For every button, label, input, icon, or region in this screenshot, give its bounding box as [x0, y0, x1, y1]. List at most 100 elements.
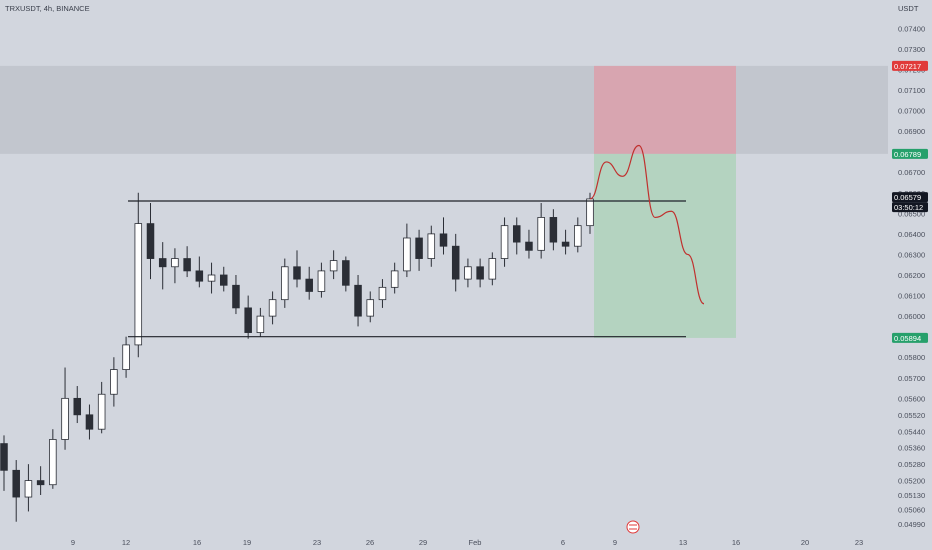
- candle-body: [281, 266, 289, 301]
- candle-body: [451, 245, 460, 280]
- candle-body: [146, 223, 155, 259]
- candle-body: [207, 274, 216, 282]
- price-tag: [892, 332, 928, 343]
- price-tag: [892, 202, 928, 213]
- candle-body: [183, 258, 191, 272]
- y-tick-label: 0.06400: [898, 230, 925, 239]
- currency-label: USDT: [898, 4, 919, 13]
- candle-body: [329, 260, 338, 272]
- candle-body: [158, 258, 167, 268]
- candle-body: [0, 443, 8, 471]
- candle-body: [256, 315, 265, 333]
- x-tick-label: 20: [801, 538, 809, 547]
- projection-path: [589, 144, 705, 305]
- x-tick-label: 9: [71, 538, 75, 547]
- y-tick-label: 0.05360: [898, 444, 925, 453]
- candle-body: [390, 270, 399, 288]
- take-profit-zone: [594, 153, 736, 338]
- y-tick-label: 0.05600: [898, 394, 925, 403]
- candle-body: [134, 223, 143, 346]
- candle-body: [366, 299, 375, 317]
- y-tick-label: 0.05060: [898, 505, 925, 514]
- x-tick-label: 29: [419, 538, 427, 547]
- x-tick-label: 9: [613, 538, 617, 547]
- y-tick-label: 0.04990: [898, 520, 925, 529]
- candle-body: [561, 241, 570, 247]
- axis-layer: 0.074000.073000.072000.071000.070000.069…: [71, 24, 925, 547]
- x-tick-label: 13: [679, 538, 687, 547]
- x-tick-label: 23: [313, 538, 321, 547]
- candle-body: [415, 237, 423, 259]
- y-tick-label: 0.05130: [898, 491, 925, 500]
- candle-body: [354, 284, 362, 317]
- y-tick-label: 0.05200: [898, 477, 925, 486]
- candle-body: [537, 217, 545, 251]
- candle-body: [427, 233, 436, 259]
- candle-body: [403, 237, 411, 272]
- symbol-label: TRXUSDT, 4h, BINANCE: [5, 4, 90, 13]
- candle-body: [85, 414, 94, 430]
- candle-body: [464, 266, 472, 280]
- candle-body: [244, 307, 252, 333]
- candle-body: [378, 286, 387, 301]
- y-tick-label: 0.06900: [898, 127, 925, 136]
- lines-layer: [128, 144, 705, 338]
- candle-body: [512, 225, 521, 243]
- y-tick-label: 0.05800: [898, 353, 925, 362]
- candle-body: [195, 270, 204, 282]
- candle-body: [305, 278, 313, 292]
- stop-loss-zone: [594, 65, 736, 154]
- candle-body: [97, 393, 106, 430]
- y-tick-label: 0.07100: [898, 86, 925, 95]
- y-tick-label: 0.06100: [898, 292, 925, 301]
- y-tick-label: 0.06200: [898, 271, 925, 280]
- candle-body: [232, 284, 240, 309]
- candle-body: [586, 198, 594, 227]
- candle-body: [574, 225, 582, 247]
- candle-body: [525, 241, 533, 251]
- candle-body: [171, 258, 179, 268]
- price-tag: [892, 192, 928, 203]
- candle-body: [488, 258, 497, 280]
- price-tag-label: 03:50:12: [894, 203, 923, 212]
- candle-body: [293, 266, 301, 280]
- candle-body: [476, 266, 484, 280]
- candle-body: [500, 225, 509, 259]
- candle-body: [549, 217, 558, 243]
- y-tick-label: 0.05440: [898, 427, 925, 436]
- price-tag-label: 0.06789: [894, 150, 921, 159]
- zones-layer: [0, 65, 888, 338]
- x-tick-label: 16: [193, 538, 201, 547]
- candle-body: [268, 299, 277, 317]
- y-tick-label: 0.05700: [898, 374, 925, 383]
- resistance-band: [0, 65, 888, 154]
- event-icon: [626, 520, 640, 534]
- y-tick-label: 0.06300: [898, 250, 925, 259]
- candle-body: [36, 480, 45, 486]
- candle-body: [122, 344, 130, 370]
- candle-body: [317, 270, 326, 292]
- x-tick-label: 26: [366, 538, 374, 547]
- x-tick-label: Feb: [469, 538, 482, 547]
- candle-body: [439, 233, 448, 247]
- x-tick-label: 23: [855, 538, 863, 547]
- candle-body: [61, 397, 69, 440]
- price-tag-label: 0.07217: [894, 62, 921, 71]
- candle-body: [342, 260, 350, 286]
- price-tag-label: 0.05894: [894, 334, 921, 343]
- candle-body: [219, 274, 228, 286]
- candle-body: [12, 469, 20, 498]
- candle-body: [110, 369, 118, 395]
- x-tick-label: 16: [732, 538, 740, 547]
- candles-layer: [0, 192, 594, 522]
- x-tick-label: 19: [243, 538, 251, 547]
- price-tag: [892, 148, 928, 159]
- x-tick-label: 6: [561, 538, 565, 547]
- y-tick-label: 0.06500: [898, 209, 925, 218]
- candle-body: [24, 480, 33, 498]
- y-tick-label: 0.07300: [898, 45, 925, 54]
- y-tick-label: 0.07400: [898, 24, 925, 33]
